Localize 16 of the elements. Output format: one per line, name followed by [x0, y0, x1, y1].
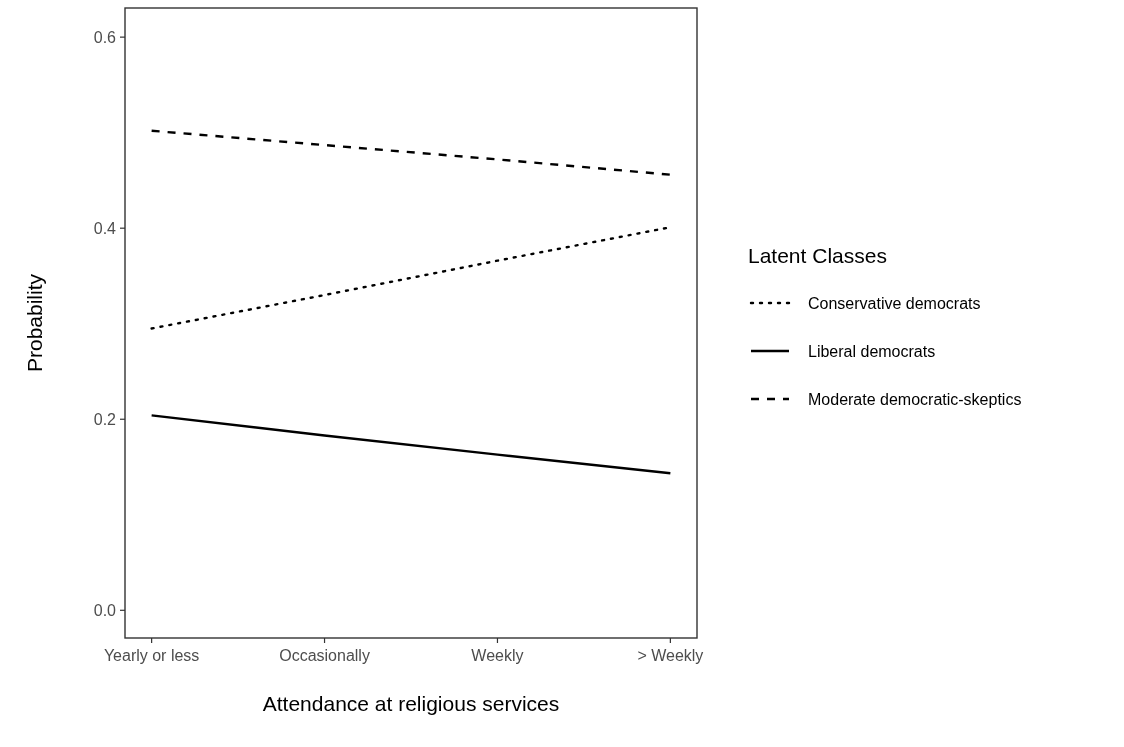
legend-label: Conservative democrats — [808, 294, 981, 312]
legend-label: Moderate democratic-skeptics — [808, 390, 1022, 408]
x-tick-label: Yearly or less — [103, 647, 200, 664]
x-tick-label: Weekly — [471, 647, 524, 664]
x-tick-label: > Weekly — [637, 647, 704, 664]
x-tick-label: Occasionally — [279, 647, 370, 664]
line-series — [150, 129, 672, 176]
x-axis-title: Attendance at religious services — [262, 692, 560, 715]
legend-title: Latent Classes — [748, 244, 887, 267]
line-series — [150, 414, 672, 475]
legend-label: Liberal democrats — [808, 342, 936, 360]
y-tick-label: 0.0 — [93, 601, 117, 619]
y-tick-label: 0.4 — [93, 219, 117, 237]
y-tick-label: 0.6 — [93, 28, 117, 46]
y-tick-label: 0.2 — [93, 410, 117, 428]
y-axis-title: Probability — [23, 273, 46, 373]
